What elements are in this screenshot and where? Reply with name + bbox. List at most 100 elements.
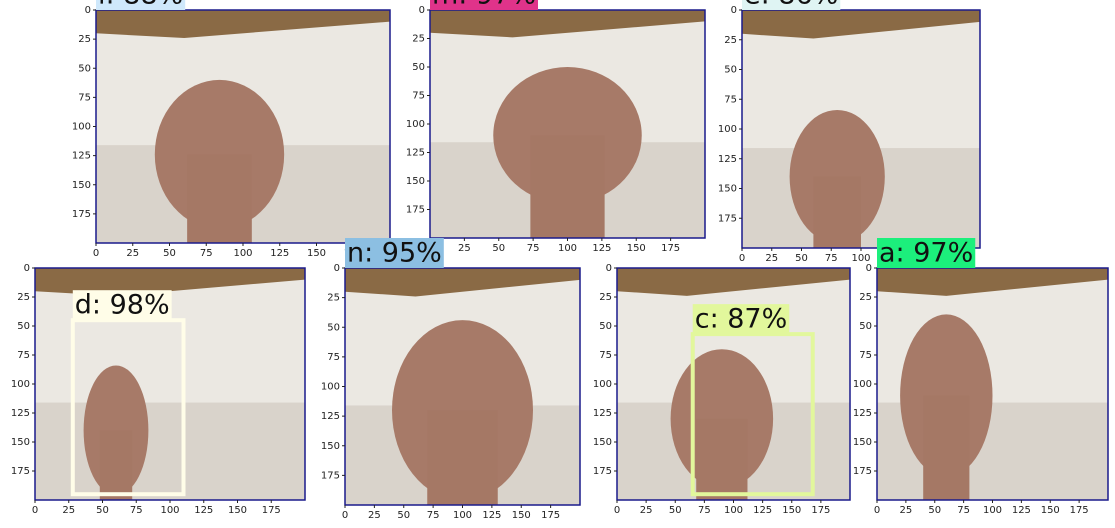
y-tick-label: 0	[24, 263, 30, 274]
y-tick-label: 50	[17, 321, 30, 332]
y-tick-label: 125	[72, 151, 91, 162]
x-tick-label: 150	[307, 248, 326, 259]
y-tick-label: 175	[11, 466, 30, 477]
photo	[742, 10, 980, 248]
x-tick-label: 100	[558, 243, 577, 254]
x-tick-label: 75	[957, 505, 970, 516]
label-bg	[877, 238, 976, 268]
y-tick-label: 125	[593, 408, 612, 419]
panel: a: 97% 0 25 50 75 100 125 150 175 0 25 50 75 100 125 15…	[853, 238, 1109, 516]
panel: e: 86%0255075100125150175025507510012515…	[718, 0, 981, 264]
x-tick-label: 25	[458, 243, 471, 254]
y-tick-label: 50	[724, 65, 737, 76]
y-tick-label: 50	[78, 63, 91, 74]
wall-shade	[35, 402, 305, 500]
arm	[530, 135, 605, 238]
detection-label: e: 86%	[744, 0, 838, 11]
x-tick-label: 75	[527, 243, 540, 254]
x-tick-label: 150	[512, 510, 531, 521]
y-tick-label: 150	[11, 437, 30, 448]
y-tick-label: 75	[599, 350, 612, 361]
x-tick-label: 125	[753, 505, 772, 516]
y-tick-label: 50	[599, 321, 612, 332]
x-tick-label: 75	[200, 248, 213, 259]
y-tick-label: 125	[853, 408, 872, 419]
x-tick-label: 50	[492, 243, 505, 254]
y-tick-label: 100	[321, 382, 340, 393]
x-tick-label: 100	[983, 505, 1002, 516]
panel: d: 98% 0 25 50 75 100 125 150 175 0 25 50 75 100 125 15…	[11, 263, 306, 516]
x-tick-label: 100	[233, 248, 252, 259]
y-tick-label: 50	[412, 62, 425, 73]
y-tick-label: 100	[406, 119, 425, 130]
panel: c: 87% 0 25 50 75 100 125 150 175 0 25 50 75 100 125 15…	[593, 263, 851, 516]
y-tick-label: 175	[718, 213, 737, 224]
x-tick-label: 100	[851, 253, 870, 264]
x-tick-label: 0	[874, 505, 880, 516]
x-tick-label: 50	[669, 505, 682, 516]
y-tick-label: 25	[412, 34, 425, 45]
x-tick-label: 75	[825, 253, 838, 264]
photo	[430, 10, 705, 238]
panel: i: 88% 0 25 50 75 100 125 150 175 0 25 50 75 100 125 15…	[72, 0, 391, 259]
x-tick-label: 150	[627, 243, 646, 254]
label-bg	[72, 290, 172, 321]
label-bg	[96, 0, 186, 10]
arm	[99, 430, 133, 500]
x-tick-label: 125	[270, 248, 289, 259]
x-tick-label: 0	[93, 248, 99, 259]
x-tick-label: 175	[661, 243, 680, 254]
arm	[696, 418, 748, 500]
x-tick-label: 0	[32, 505, 38, 516]
y-tick-label: 175	[321, 470, 340, 481]
label-bg	[742, 0, 841, 10]
x-tick-label: 0	[614, 505, 620, 516]
photo	[345, 268, 580, 505]
y-tick-label: 100	[853, 379, 872, 390]
y-tick-label: 25	[859, 292, 872, 303]
arm	[187, 154, 252, 243]
detection-label: m: 97%	[432, 0, 536, 11]
y-tick-label: 150	[406, 176, 425, 187]
y-tick-label: 125	[406, 148, 425, 159]
x-tick-label: 75	[130, 505, 143, 516]
detection-label: a: 97%	[879, 238, 973, 269]
x-tick-label: 25	[900, 505, 913, 516]
panel: m: 97%0255075100125150175025507510012515…	[406, 0, 706, 254]
x-tick-label: 50	[928, 505, 941, 516]
x-tick-label: 100	[453, 510, 472, 521]
y-tick-label: 75	[859, 350, 872, 361]
x-tick-label: 50	[96, 505, 109, 516]
ceiling	[742, 10, 980, 39]
y-tick-label: 0	[85, 5, 91, 16]
y-tick-label: 175	[853, 466, 872, 477]
y-tick-label: 50	[327, 322, 340, 333]
x-tick-label: 175	[541, 510, 560, 521]
y-tick-label: 75	[78, 92, 91, 103]
x-tick-label: 50	[397, 510, 410, 521]
y-tick-label: 0	[606, 263, 612, 274]
label-bg	[692, 304, 790, 335]
y-tick-label: 75	[724, 94, 737, 105]
detection-label: i: 88%	[98, 0, 183, 11]
x-tick-label: 25	[62, 505, 75, 516]
detection-label: d: 98%	[75, 290, 170, 321]
x-tick-label: 75	[698, 505, 711, 516]
y-tick-label: 150	[72, 180, 91, 191]
x-tick-label: 125	[1012, 505, 1031, 516]
x-tick-label: 25	[765, 253, 778, 264]
y-tick-label: 175	[593, 466, 612, 477]
x-tick-label: 75	[427, 510, 440, 521]
x-tick-label: 150	[782, 505, 801, 516]
x-tick-label: 100	[160, 505, 179, 516]
y-tick-label: 25	[327, 293, 340, 304]
y-tick-label: 150	[718, 184, 737, 195]
arm	[427, 410, 498, 505]
x-tick-label: 0	[739, 253, 745, 264]
detection-label: c: 87%	[695, 304, 788, 335]
ceiling	[877, 268, 1108, 296]
ceiling	[96, 10, 390, 38]
y-tick-label: 75	[327, 352, 340, 363]
label-bg	[345, 238, 444, 268]
x-tick-label: 25	[126, 248, 139, 259]
